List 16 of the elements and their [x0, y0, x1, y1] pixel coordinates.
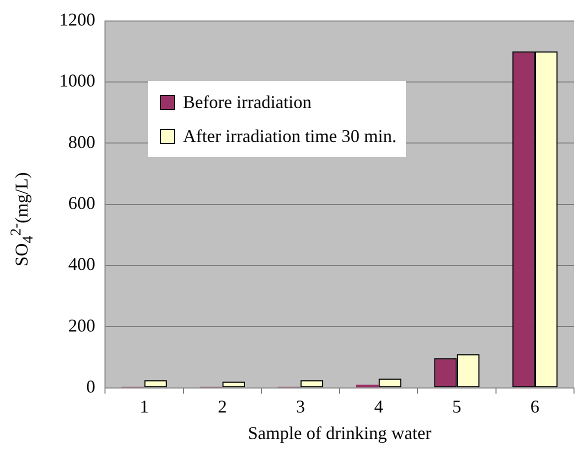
x-tick-label: 6 [530, 396, 540, 416]
y-tick-label: 600 [68, 193, 96, 214]
x-tick-label: 3 [296, 396, 306, 416]
x-tick-label: 1 [140, 396, 149, 416]
x-tick-label: 2 [218, 396, 227, 416]
y-tick-label: 400 [68, 254, 96, 274]
x-tick-label: 5 [452, 396, 462, 416]
legend-label: Before irradiation [183, 92, 312, 112]
y-tick-label: 200 [68, 315, 96, 336]
x-tick-label: 4 [374, 396, 384, 416]
y-tick-label: 1000 [59, 70, 96, 91]
y-tick-label: 1200 [59, 10, 96, 30]
legend-label: After irradiation time 30 min. [183, 126, 396, 146]
x-axis-title: Sample of drinking water [248, 422, 432, 443]
y-tick-label: 0 [86, 376, 96, 397]
y-tick-label: 800 [68, 132, 96, 152]
